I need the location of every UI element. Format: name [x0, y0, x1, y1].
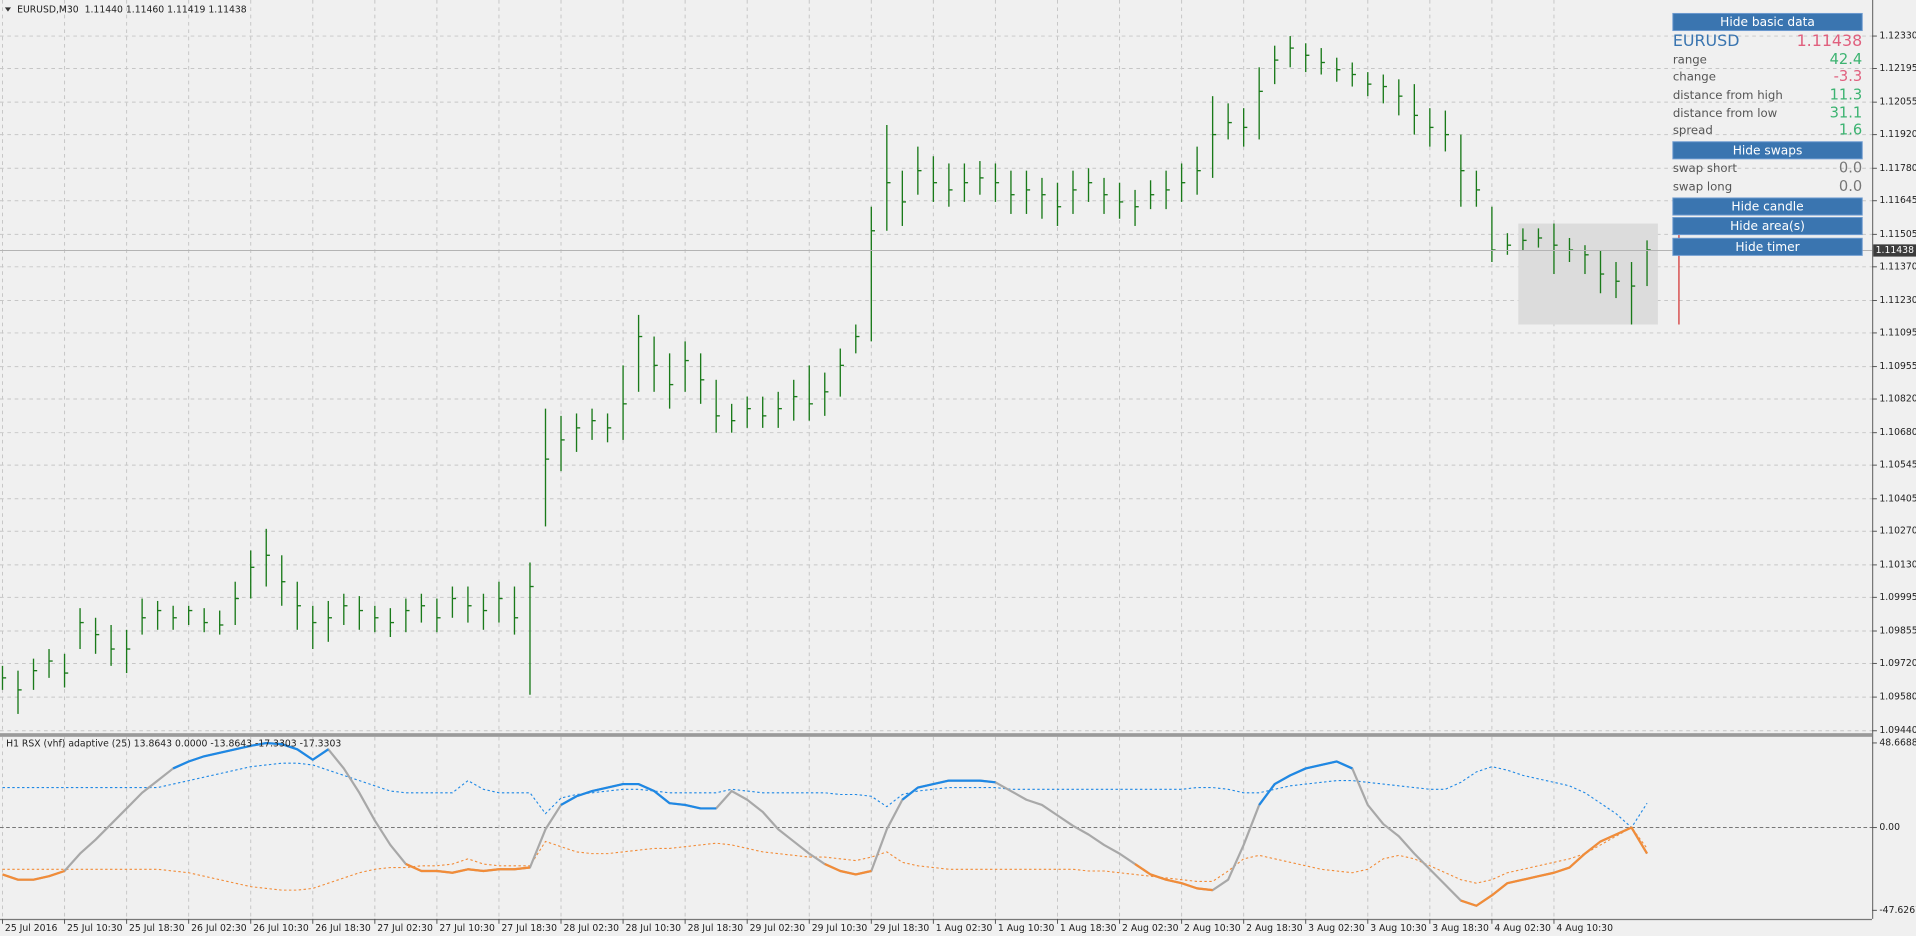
x-tick-label: 29 Jul 18:30: [874, 923, 930, 934]
menu-arrow: [4, 7, 12, 12]
x-tick-label: 2 Aug 02:30: [1122, 923, 1179, 934]
x-tick-label: 1 Aug 10:30: [998, 923, 1055, 934]
x-tick-label: 3 Aug 18:30: [1432, 923, 1489, 934]
panel-button[interactable]: Hide candle: [1672, 197, 1863, 216]
x-tick-label: 2 Aug 18:30: [1246, 923, 1303, 934]
y-tick-label: 1.10405: [1879, 493, 1916, 504]
x-tick-label: 27 Jul 18:30: [501, 923, 557, 934]
row-value: 31.1: [1830, 105, 1863, 122]
button-label[interactable]: Hide timer: [1735, 240, 1800, 254]
y-tick-label: 1.11920: [1879, 129, 1916, 140]
rsx-line: [2, 826, 1648, 907]
current-price-box: [1873, 244, 1916, 257]
panel-button[interactable]: Hide basic data: [1672, 12, 1863, 32]
swap-label: swap long: [1673, 179, 1732, 193]
x-tick-label: 25 Jul 18:30: [129, 923, 185, 934]
x-tick-label: 27 Jul 10:30: [439, 923, 495, 934]
swap-value: 0.0: [1839, 178, 1862, 195]
x-tick-label: 2 Aug 10:30: [1184, 923, 1241, 934]
row-value: 11.3: [1830, 86, 1863, 103]
y-tick-label: 1.09440: [1879, 725, 1916, 736]
x-tick-label: 28 Jul 10:30: [626, 923, 682, 934]
y-tick-label: -47.6267: [1879, 905, 1916, 916]
button-face[interactable]: [1672, 12, 1863, 32]
button-face[interactable]: [1672, 197, 1863, 216]
x-tick-label: 26 Jul 02:30: [191, 923, 247, 934]
x-tick-label: 4 Aug 10:30: [1556, 923, 1613, 934]
y-tick-label: 1.11095: [1879, 327, 1916, 338]
current-price-label: 1.11438: [1876, 245, 1914, 256]
x-tick-label: 1 Aug 18:30: [1060, 923, 1117, 934]
area-box: [1518, 223, 1658, 325]
panel-button[interactable]: Hide area(s): [1672, 217, 1863, 236]
x-tick-label: 26 Jul 10:30: [253, 923, 309, 934]
y-tick-label: 1.10130: [1879, 559, 1916, 570]
button-face[interactable]: [1672, 237, 1863, 256]
y-tick-label: 1.11505: [1879, 229, 1916, 240]
symbol: EURUSD: [1673, 31, 1740, 50]
x-tick-label: 27 Jul 02:30: [377, 923, 433, 934]
level-line: [2, 826, 1648, 891]
y-tick-label: 1.09580: [1879, 692, 1916, 703]
x-tick-label: 3 Aug 02:30: [1308, 923, 1365, 934]
x-tick-label: 28 Jul 18:30: [688, 923, 744, 934]
x-tick-label: 28 Jul 02:30: [563, 923, 619, 934]
swap-value: 0.0: [1839, 160, 1862, 177]
y-tick-label: 1.10820: [1879, 394, 1916, 405]
y-tick-label: 1.11780: [1879, 163, 1916, 174]
y-tick-label: 1.10270: [1879, 526, 1916, 537]
swap-label: swap short: [1673, 161, 1738, 175]
x-tick-label: 29 Jul 02:30: [750, 923, 806, 934]
y-tick-label: 1.12195: [1879, 63, 1916, 74]
y-tick-label: 1.11645: [1879, 195, 1916, 206]
button-face[interactable]: [1672, 217, 1863, 236]
row-label: distance from low: [1673, 106, 1778, 120]
row-value: 1.6: [1839, 122, 1862, 139]
row-label: change: [1673, 69, 1716, 83]
y-tick-label: 1.11230: [1879, 295, 1916, 306]
y-tick-label: 1.12330: [1879, 31, 1916, 42]
row-value: 42.4: [1830, 51, 1863, 68]
y-tick-label: 1.09855: [1879, 625, 1916, 636]
panel-button[interactable]: Hide swaps: [1672, 141, 1863, 160]
button-label[interactable]: Hide candle: [1731, 200, 1803, 214]
y-tick-label: 1.10955: [1879, 361, 1916, 372]
pane-divider: [0, 733, 1873, 737]
row-label: range: [1673, 52, 1707, 66]
y-tick-label: 48.6688: [1879, 737, 1916, 748]
rsx-line: [172, 741, 1353, 810]
row-value: -3.3: [1834, 68, 1863, 85]
y-tick-label: 1.12055: [1879, 97, 1916, 108]
symbol-price: 1.11438: [1797, 31, 1863, 50]
x-tick-label: 29 Jul 10:30: [812, 923, 868, 934]
button-label[interactable]: Hide swaps: [1733, 143, 1803, 157]
button-label[interactable]: Hide basic data: [1720, 15, 1815, 29]
y-tick-label: 1.10680: [1879, 427, 1916, 438]
indicator-title: H1 RSX (vhf) adaptive (25) 13.8643 0.000…: [6, 739, 341, 750]
x-tick-label: 26 Jul 18:30: [315, 923, 371, 934]
y-tick-label: 0.00: [1879, 822, 1900, 833]
info-panel: EURUSD 1.11438 Hide basic data Hide swaps…: [1672, 12, 1863, 256]
button-face[interactable]: [1672, 141, 1863, 160]
x-tick-label: 4 Aug 02:30: [1494, 923, 1551, 934]
y-tick-label: 1.10545: [1879, 460, 1916, 471]
row-label: distance from high: [1673, 88, 1783, 102]
x-tick-label: 25 Jul 2016: [5, 923, 58, 934]
x-tick-label: 25 Jul 10:30: [67, 923, 123, 934]
x-tick-label: 1 Aug 02:30: [936, 923, 993, 934]
y-tick-label: 1.11370: [1879, 261, 1916, 272]
level-line: [2, 762, 1648, 829]
panel-button[interactable]: Hide timer: [1672, 237, 1863, 256]
row-label: spread: [1673, 123, 1713, 137]
chart-title: EURUSD,M30 1.11440 1.11460 1.11419 1.114…: [17, 4, 247, 15]
x-tick-label: 3 Aug 10:30: [1370, 923, 1427, 934]
marks: [0, 36, 1873, 907]
y-tick-label: 1.09720: [1879, 658, 1916, 669]
button-label[interactable]: Hide area(s): [1730, 219, 1805, 233]
y-tick-label: 1.09995: [1879, 592, 1916, 603]
